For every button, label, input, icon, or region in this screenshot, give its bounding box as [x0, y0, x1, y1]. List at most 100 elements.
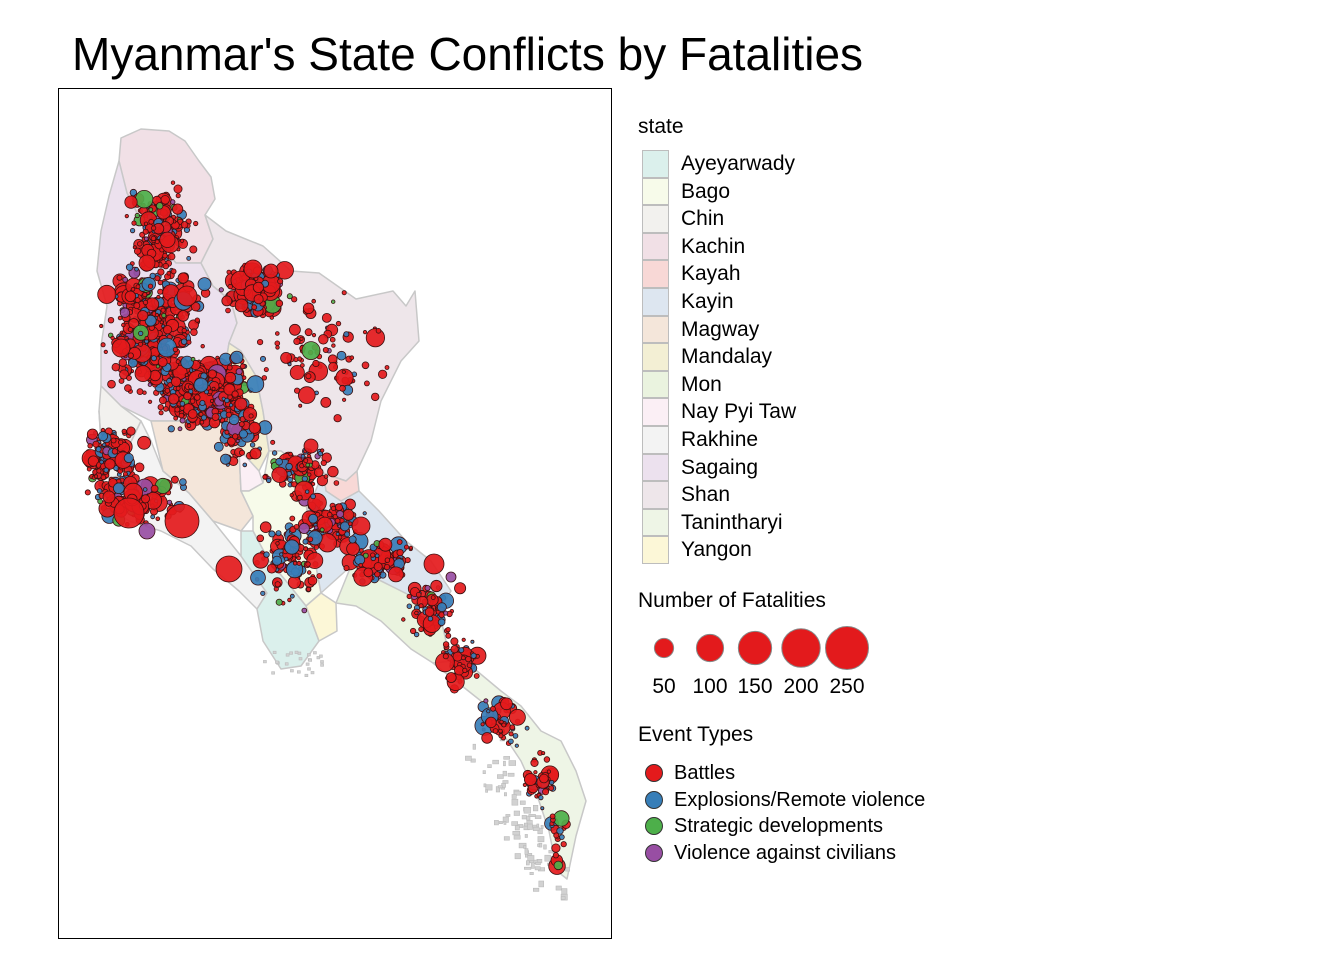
island [310, 671, 315, 675]
conflict-point [134, 297, 141, 304]
conflict-point [170, 376, 182, 387]
conflict-point [138, 522, 156, 540]
state-label: Mon [681, 372, 722, 396]
conflict-point [445, 632, 452, 639]
conflict-point [124, 214, 129, 219]
conflict-point [131, 220, 137, 226]
conflict-point [293, 337, 301, 345]
island [498, 821, 503, 825]
conflict-point [524, 773, 537, 786]
conflict-point [121, 322, 126, 328]
island [527, 823, 533, 830]
state-label: Magway [681, 317, 760, 341]
region-yangon [305, 592, 338, 642]
island [514, 825, 520, 831]
island [492, 759, 499, 765]
conflict-point [173, 184, 183, 194]
island [513, 790, 522, 796]
event-type-label: Violence against civilians [674, 842, 896, 865]
conflict-point [143, 221, 149, 226]
state-swatch [642, 425, 669, 454]
conflict-point [304, 328, 313, 337]
conflict-point [84, 489, 91, 496]
island [537, 836, 545, 843]
conflict-point [138, 330, 144, 336]
conflict-point [123, 452, 134, 463]
conflict-point [373, 562, 383, 572]
conflict-point [134, 462, 145, 473]
conflict-point [541, 751, 546, 756]
state-label: Mandalay [681, 345, 773, 369]
conflict-point [481, 732, 493, 744]
conflict-point [144, 336, 149, 341]
conflict-point [199, 419, 205, 425]
conflict-point [211, 413, 220, 421]
conflict-point [509, 708, 526, 726]
conflict-point [341, 290, 347, 296]
conflict-point [283, 556, 289, 562]
conflict-point [300, 363, 305, 368]
conflict-point [262, 474, 268, 480]
conflict-point [358, 563, 363, 568]
conflict-point [154, 312, 159, 318]
conflict-point [180, 355, 194, 370]
conflict-point [287, 597, 292, 603]
conflict-point [170, 475, 179, 484]
conflict-point [549, 779, 555, 786]
conflict-point [542, 788, 550, 796]
conflict-point [305, 373, 312, 380]
conflict-point [492, 728, 499, 734]
island [544, 854, 552, 862]
conflict-point [435, 652, 455, 673]
conflict-point [164, 503, 200, 539]
conflict-point [508, 738, 514, 745]
conflict-point [107, 379, 116, 389]
conflict-point [485, 716, 497, 729]
conflict-point [279, 552, 284, 557]
conflict-point [552, 852, 560, 859]
conflict-point [301, 341, 321, 361]
conflict-point [337, 535, 343, 540]
state-swatch [642, 177, 669, 206]
conflict-point [138, 254, 156, 272]
conflict-point [97, 498, 103, 505]
conflict-point [155, 364, 160, 369]
state-swatch [642, 508, 669, 537]
island [502, 770, 507, 777]
conflict-point [443, 610, 449, 616]
conflict-point [387, 566, 404, 583]
conflict-point [180, 221, 189, 229]
state-swatch [642, 398, 669, 426]
conflict-point [260, 590, 266, 596]
conflict-point [266, 477, 272, 484]
island [485, 789, 489, 793]
conflict-point [186, 339, 192, 345]
fatalities-value-label: 250 [829, 675, 865, 698]
conflict-point [341, 369, 346, 374]
conflict-point [530, 758, 539, 768]
conflict-point [263, 263, 279, 279]
conflict-point [113, 497, 145, 529]
conflict-point [159, 390, 164, 395]
conflict-point [158, 410, 164, 416]
conflict-point [454, 582, 467, 595]
island [503, 792, 507, 797]
conflict-point [224, 397, 230, 404]
conflict-point [300, 453, 306, 459]
state-label: Tanintharyi [681, 510, 783, 534]
fatalities-value-label: 50 [652, 675, 676, 698]
island [523, 866, 532, 870]
conflict-point [102, 490, 116, 504]
island [296, 670, 301, 674]
conflict-point [200, 344, 205, 349]
island [512, 830, 521, 836]
island [537, 843, 540, 847]
conflict-point [242, 462, 248, 468]
island [535, 861, 541, 866]
conflict-point [538, 794, 544, 801]
conflict-point [430, 595, 436, 600]
conflict-point [371, 392, 380, 402]
conflict-point [189, 245, 198, 254]
event-type-dot [645, 844, 663, 863]
state-swatch [642, 232, 669, 261]
